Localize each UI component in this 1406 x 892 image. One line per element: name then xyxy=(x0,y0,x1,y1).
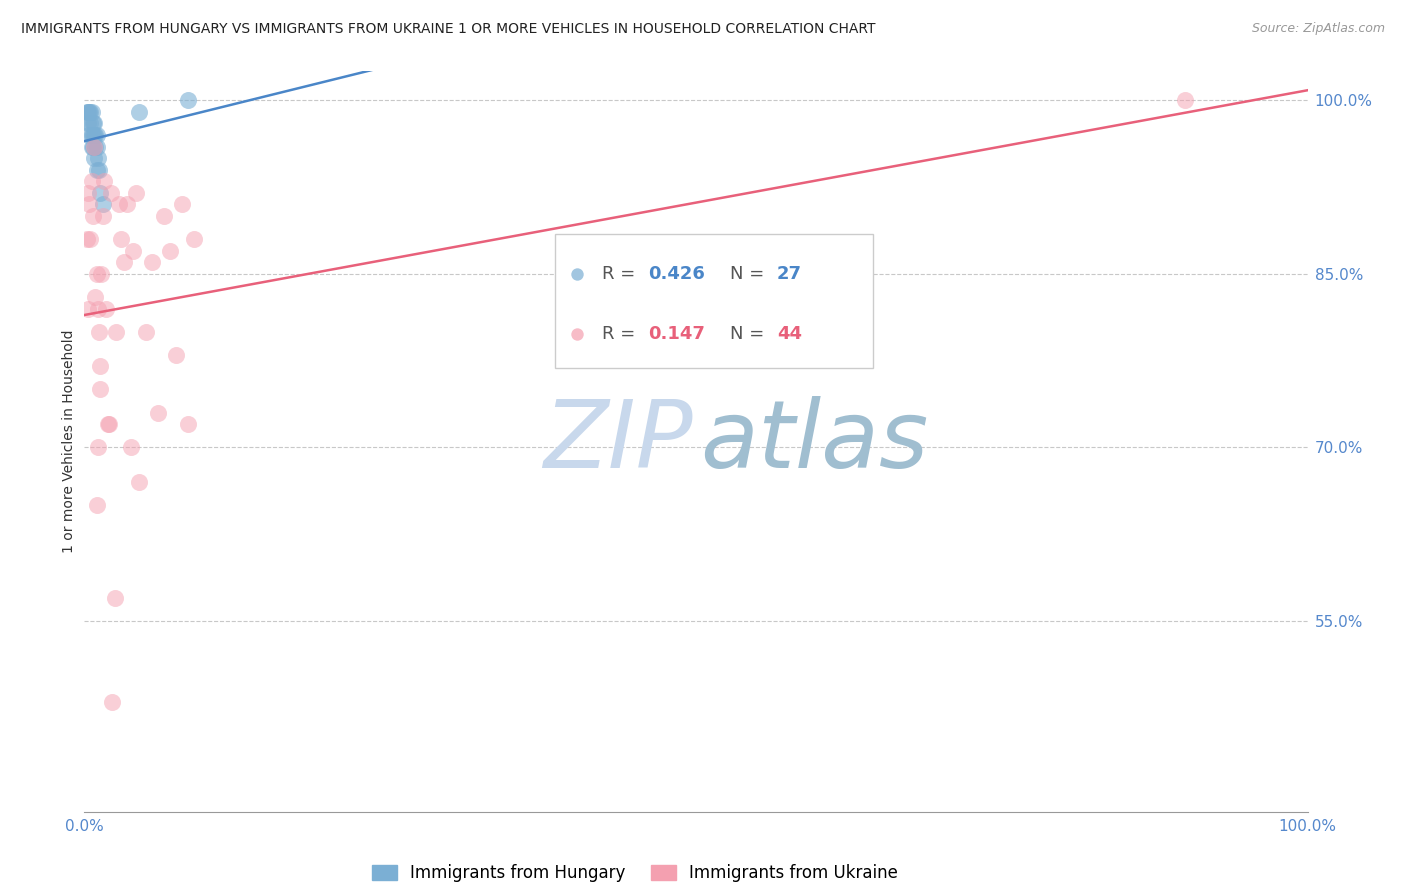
Text: atlas: atlas xyxy=(700,396,928,487)
Point xyxy=(87,301,110,316)
Point xyxy=(80,104,103,119)
Point xyxy=(91,209,114,223)
Point xyxy=(128,475,150,489)
Point xyxy=(82,139,104,153)
Point xyxy=(89,383,111,397)
Point xyxy=(159,244,181,258)
Point xyxy=(87,440,110,454)
Point xyxy=(107,197,129,211)
Point xyxy=(86,162,108,177)
Point xyxy=(90,267,112,281)
Point xyxy=(146,406,169,420)
Point xyxy=(104,591,127,605)
Point xyxy=(77,128,100,142)
Point xyxy=(84,128,107,142)
Point xyxy=(79,116,101,130)
Point xyxy=(79,232,101,246)
Point xyxy=(77,186,100,200)
Point xyxy=(86,128,108,142)
Point xyxy=(120,440,142,454)
Text: 0.426: 0.426 xyxy=(648,265,706,284)
Point xyxy=(122,244,145,258)
Point xyxy=(87,151,110,165)
Point xyxy=(177,417,200,432)
Text: 0.147: 0.147 xyxy=(648,326,706,343)
Point xyxy=(112,255,135,269)
Point xyxy=(105,325,128,339)
Point xyxy=(83,139,105,153)
Point xyxy=(76,232,98,246)
Point xyxy=(86,498,108,512)
Point xyxy=(153,209,176,223)
Point xyxy=(76,104,98,119)
Point xyxy=(172,197,194,211)
Legend: Immigrants from Hungary, Immigrants from Ukraine: Immigrants from Hungary, Immigrants from… xyxy=(366,857,904,888)
Point xyxy=(567,410,589,425)
Text: N =: N = xyxy=(730,265,770,284)
Point xyxy=(183,232,205,246)
Point xyxy=(82,128,104,142)
Point xyxy=(135,325,157,339)
Point xyxy=(83,128,105,142)
Point xyxy=(141,255,163,269)
Point xyxy=(93,174,115,188)
Point xyxy=(84,290,107,304)
Point xyxy=(79,104,101,119)
Point xyxy=(82,116,104,130)
Point xyxy=(77,116,100,130)
Point xyxy=(89,186,111,200)
Point xyxy=(100,186,122,200)
Point xyxy=(1174,93,1197,107)
Point xyxy=(83,151,105,165)
Point xyxy=(115,197,138,211)
Point xyxy=(80,128,103,142)
Point xyxy=(80,139,103,153)
Text: Source: ZipAtlas.com: Source: ZipAtlas.com xyxy=(1251,22,1385,36)
Text: IMMIGRANTS FROM HUNGARY VS IMMIGRANTS FROM UKRAINE 1 OR MORE VEHICLES IN HOUSEHO: IMMIGRANTS FROM HUNGARY VS IMMIGRANTS FR… xyxy=(21,22,876,37)
Point xyxy=(86,267,108,281)
Point xyxy=(77,301,100,316)
Point xyxy=(101,695,124,709)
Text: R =: R = xyxy=(602,265,641,284)
Point xyxy=(97,417,120,432)
Point xyxy=(87,162,110,177)
Point xyxy=(77,104,100,119)
Point xyxy=(82,209,104,223)
Point xyxy=(125,186,148,200)
Point xyxy=(91,197,114,211)
Text: N =: N = xyxy=(730,326,770,343)
Point xyxy=(87,325,110,339)
Point xyxy=(80,174,103,188)
Point xyxy=(567,504,589,518)
Point xyxy=(77,104,100,119)
Point xyxy=(96,301,118,316)
Point xyxy=(83,116,105,130)
Text: 44: 44 xyxy=(776,326,801,343)
Y-axis label: 1 or more Vehicles in Household: 1 or more Vehicles in Household xyxy=(62,330,76,553)
Text: 27: 27 xyxy=(776,265,801,284)
FancyBboxPatch shape xyxy=(555,235,873,368)
Point xyxy=(110,232,132,246)
Point xyxy=(84,139,107,153)
Point xyxy=(177,93,200,107)
Point xyxy=(86,139,108,153)
Point xyxy=(165,348,187,362)
Point xyxy=(97,417,120,432)
Text: ZIP: ZIP xyxy=(543,396,692,487)
Text: R =: R = xyxy=(602,326,641,343)
Point xyxy=(77,197,100,211)
Point xyxy=(128,104,150,119)
Point xyxy=(89,359,111,374)
